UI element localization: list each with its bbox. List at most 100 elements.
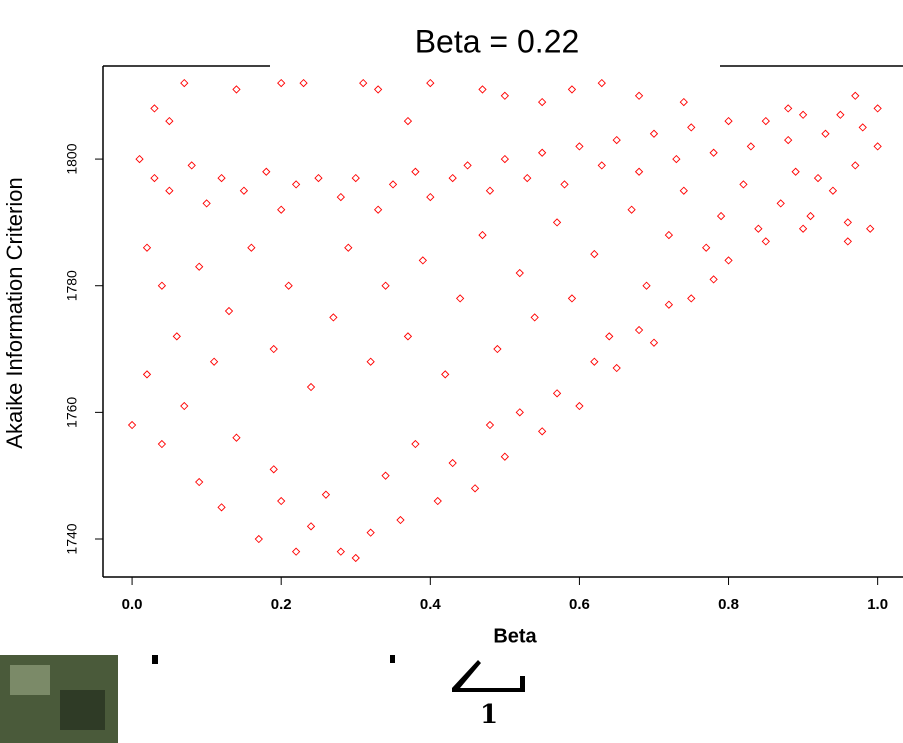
point — [284, 281, 293, 290]
point — [172, 332, 181, 341]
y-tick-label: 1780 — [64, 270, 80, 301]
point — [217, 173, 226, 183]
point — [500, 91, 510, 100]
point — [187, 161, 196, 170]
point — [552, 389, 562, 398]
point — [306, 382, 316, 392]
point — [336, 547, 345, 556]
point — [843, 237, 852, 246]
point — [500, 154, 510, 164]
point — [538, 148, 547, 157]
point — [761, 237, 770, 246]
point — [851, 91, 860, 100]
point — [485, 420, 495, 430]
point — [291, 180, 301, 189]
point — [702, 243, 711, 252]
point — [672, 154, 681, 164]
point — [426, 78, 435, 88]
point — [515, 408, 524, 417]
x-tick-label: 0.6 — [569, 596, 590, 613]
fragment-shape — [452, 660, 525, 692]
point — [813, 173, 823, 183]
point — [195, 477, 204, 487]
point — [538, 427, 547, 436]
point — [411, 439, 420, 449]
point — [344, 243, 353, 252]
point — [634, 91, 644, 100]
point — [560, 180, 569, 189]
point — [567, 85, 577, 94]
point — [687, 294, 696, 303]
point — [806, 211, 815, 221]
point — [351, 553, 360, 563]
point — [575, 142, 584, 151]
point — [127, 420, 137, 430]
point — [478, 85, 487, 94]
point — [351, 173, 360, 183]
point — [828, 186, 838, 195]
point — [277, 78, 286, 88]
point — [590, 249, 599, 259]
point — [649, 129, 659, 138]
point — [411, 167, 420, 176]
point — [724, 256, 733, 265]
point — [761, 116, 770, 126]
point — [605, 332, 614, 341]
point — [590, 357, 599, 366]
point — [277, 496, 286, 506]
point — [679, 186, 688, 195]
point — [165, 116, 174, 126]
point — [336, 192, 345, 202]
point — [746, 142, 756, 151]
point — [709, 275, 718, 284]
point — [493, 344, 502, 354]
point — [679, 97, 688, 107]
point — [649, 338, 659, 347]
point — [269, 465, 278, 474]
point — [299, 78, 308, 88]
point — [157, 439, 167, 449]
point — [388, 180, 398, 189]
point — [515, 268, 524, 278]
point — [776, 199, 785, 208]
point — [784, 104, 793, 113]
point — [165, 186, 174, 195]
point — [157, 281, 167, 290]
point — [232, 433, 241, 442]
point — [224, 306, 234, 316]
y-tick-label: 1800 — [64, 143, 80, 174]
x-tick-label: 0.4 — [420, 596, 442, 613]
x-tick-label: 0.2 — [271, 596, 292, 613]
point — [530, 313, 539, 322]
point — [485, 186, 495, 195]
point — [426, 192, 435, 202]
x-axis-label: Beta — [493, 625, 537, 647]
point — [612, 135, 621, 145]
point — [202, 199, 211, 208]
point — [523, 173, 532, 183]
point — [448, 173, 457, 183]
point — [634, 167, 644, 176]
point — [262, 167, 271, 176]
point — [500, 452, 510, 461]
x-tick-label: 0.0 — [122, 596, 143, 613]
point — [277, 205, 286, 214]
point — [455, 294, 465, 303]
point — [664, 230, 674, 240]
point — [247, 243, 256, 252]
point — [403, 116, 413, 126]
point — [306, 522, 316, 531]
point — [269, 344, 278, 354]
point — [373, 205, 383, 214]
point — [418, 256, 427, 265]
point — [232, 85, 241, 94]
point — [433, 496, 442, 506]
point — [739, 180, 748, 189]
point — [359, 78, 368, 88]
point — [784, 135, 793, 145]
chart-title: Beta = 0.22 — [415, 23, 580, 59]
point — [321, 490, 331, 499]
point — [798, 224, 808, 233]
point — [478, 230, 487, 240]
x-tick-label: 1.0 — [867, 596, 888, 613]
